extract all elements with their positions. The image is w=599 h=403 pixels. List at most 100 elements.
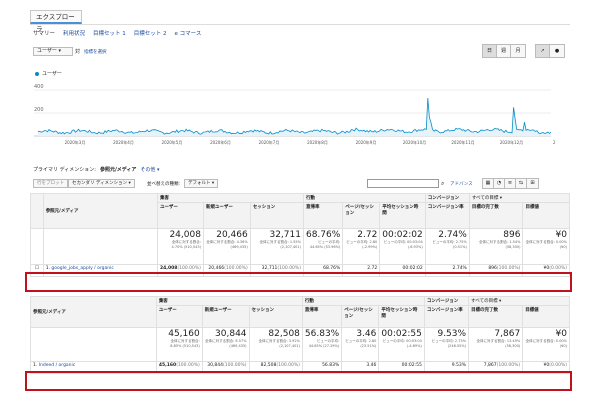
x-tick-label: 2020年12月 — [500, 139, 523, 145]
subtab-goalset-1[interactable]: 目標セット 1 — [93, 31, 126, 37]
col-avg-session-duration[interactable]: 平均セッション時間 — [378, 305, 425, 328]
total-avg-duration: 00:02:55 — [381, 329, 422, 339]
subtab-summary[interactable]: サマリー — [33, 31, 56, 37]
total-note: ビューの平均: 2.75% (0.51%) — [432, 240, 467, 249]
row-index: 1. — [33, 363, 38, 368]
y-tick-400: 400 — [34, 84, 44, 90]
cell-value: 7,867 — [483, 363, 497, 368]
col-conversion-rate[interactable]: コンバージョン率 — [424, 202, 470, 229]
compare-view-icon[interactable]: ⇆ — [516, 179, 527, 188]
period-month-button[interactable]: 月 — [511, 45, 525, 57]
cell-pct: (100.00%) — [177, 266, 201, 271]
table-row[interactable]: 1. Indeed / organic 45,160(100.00%) 30,8… — [30, 361, 570, 374]
col-sessions[interactable]: セッション — [248, 305, 303, 328]
x-tick-label: 2020年3月 — [65, 139, 86, 145]
x-tick-label: 2020年11月 — [451, 139, 474, 145]
primary-dimension-bar: プライマリ ディメンション: 参照元/メディア その他 ▾ — [33, 166, 160, 173]
x-tick-label: 2020年5月 — [162, 139, 183, 145]
legend-dot-icon — [35, 71, 39, 76]
col-pages-per-session[interactable]: ページ/セッション — [342, 202, 381, 229]
cell-value: 2.72 — [367, 266, 378, 271]
total-note: ビューの平均: 44.65% (53.96%) — [309, 240, 341, 249]
cell-pct: (100.00%) — [496, 363, 521, 368]
grid-view-icon[interactable]: ▦ — [483, 179, 494, 188]
total-note: ビューの平均: 00:03:04 (-6.93%) — [383, 240, 423, 249]
subtab-usage[interactable]: 利用状況 — [63, 31, 86, 37]
total-avg-duration: 00:02:02 — [382, 230, 423, 240]
group-acquisition: 集客 — [155, 296, 303, 306]
x-tick-label: 2020年9月 — [356, 139, 377, 145]
cell-value: 68.76% — [323, 266, 341, 271]
cell-value: 2.74% — [452, 266, 467, 271]
row-source-link[interactable]: Indeed / organic — [38, 363, 76, 368]
cell-value: 82,508 — [260, 363, 277, 368]
row-index: 1. — [45, 266, 50, 271]
y-tick-200: 200 — [34, 107, 44, 113]
col-conversion-rate[interactable]: コンバージョン率 — [423, 305, 470, 328]
group-conversion: コンバージョン — [423, 296, 470, 306]
col-users[interactable]: ユーザー — [155, 305, 203, 328]
total-goal-value: ¥0 — [555, 329, 567, 339]
line-chart-icon[interactable]: ↗ — [536, 45, 550, 57]
col-new-users[interactable]: 新規ユーザー — [201, 305, 250, 328]
period-group: 日 週 月 — [482, 44, 526, 58]
total-pages-per-session: 2.72 — [357, 230, 378, 240]
total-note: 全体に対する割合: 6.57% (469,435) — [205, 339, 247, 348]
total-note: 全体に対する割合: 4.36% (469,435) — [206, 240, 248, 249]
col-goal-value[interactable]: 目標値 — [522, 305, 570, 328]
col-bounce-rate[interactable]: 直帰率 — [302, 202, 344, 229]
pivot-view-icon[interactable]: ⊞ — [527, 179, 538, 188]
list-view-icon[interactable]: ≡ — [505, 179, 516, 188]
cell-value: 00:02:02 — [402, 266, 423, 271]
x-tick-label: 2020年8月 — [307, 139, 328, 145]
subtab-goalset-2[interactable]: 目標セット 2 — [133, 31, 167, 37]
data-table-2: 参照元/メディア 集客 行動 コンバージョン すべての目標 ▾ ユーザー 新規ユ… — [30, 296, 570, 374]
plot-rows-button[interactable]: 行をプロット — [33, 179, 68, 188]
period-week-button[interactable]: 週 — [497, 45, 511, 57]
total-note: 全体に対する割合: 13.49% (58,300) — [476, 339, 521, 348]
motion-chart-icon[interactable]: ● — [550, 45, 564, 57]
col-pages-per-session[interactable]: ページ/セッション — [341, 305, 380, 328]
pie-view-icon[interactable]: ◔ — [494, 179, 505, 188]
cell-value: 45,160 — [158, 363, 177, 368]
metric-select[interactable]: ユーザー ▾ — [33, 47, 73, 56]
total-note: ビューの平均: 44.65% (27.29%) — [308, 339, 340, 348]
goal-select[interactable]: すべての目標 ▾ — [468, 193, 571, 203]
cell-value: 3.46 — [366, 363, 377, 368]
total-goal-completions: 7,867 — [494, 329, 521, 339]
col-avg-session-duration[interactable]: 平均セッション時間 — [379, 202, 426, 229]
secondary-dimension-select[interactable]: セカンダリ ディメンション ▾ — [68, 179, 135, 188]
advanced-filter-link[interactable]: アドバンス — [450, 182, 473, 187]
total-note: 全体に対する割合: 0.00% (¥0) — [525, 339, 567, 348]
goal-select[interactable]: すべての目標 ▾ — [468, 296, 570, 306]
search-icon[interactable]: ⌕ — [441, 180, 445, 187]
col-bounce-rate[interactable]: 直帰率 — [301, 305, 343, 328]
subtab-bar: サマリー 利用状況 目標セット 1 目標セット 2 e コマース — [33, 29, 201, 37]
dim-header[interactable]: 参照元/メディア — [42, 193, 159, 229]
tab-explorer[interactable]: エクスプローラ — [30, 10, 82, 33]
period-day-button[interactable]: 日 — [483, 45, 497, 57]
x-tick-label: 2020年7月 — [259, 139, 280, 145]
col-goal-value[interactable]: 目標値 — [522, 202, 570, 229]
row-checkbox[interactable]: ☐ — [34, 266, 39, 271]
cell-pct: (0.00%) — [549, 266, 567, 271]
subtab-ecommerce[interactable]: e コマース — [174, 31, 202, 37]
x-tick-label: 2020年6月 — [210, 139, 231, 145]
col-goal-completions[interactable]: 目標の完了数 — [468, 202, 524, 229]
row-source-link[interactable]: google_jobs_apply / organic — [51, 266, 114, 271]
cell-pct: (100.00%) — [224, 266, 248, 271]
col-users[interactable]: ユーザー — [157, 202, 204, 229]
col-goal-completions[interactable]: 目標の完了数 — [468, 305, 524, 328]
table-search-input[interactable] — [367, 179, 439, 188]
total-conversion-rate: 9.53% — [437, 329, 467, 339]
dim-header[interactable]: 参照元/メディア — [30, 296, 157, 328]
sort-type-select[interactable]: デフォルト ▾ — [184, 179, 219, 188]
primary-dim-other[interactable]: その他 ▾ — [140, 167, 160, 173]
col-sessions[interactable]: セッション — [249, 202, 304, 229]
total-note: ビューの平均: 00:03:04 (-4.89%) — [382, 339, 422, 348]
compare-metric-link[interactable]: 指標を選択 — [84, 50, 107, 55]
col-new-users[interactable]: 新規ユーザー — [202, 202, 251, 229]
users-line-chart: 400 200 2020年3月 2020年4月 2020年5月 2020年6月 2020… — [34, 84, 555, 145]
chart-legend: ユーザー — [35, 70, 62, 77]
primary-dim-source-medium[interactable]: 参照元/メディア — [99, 167, 137, 173]
